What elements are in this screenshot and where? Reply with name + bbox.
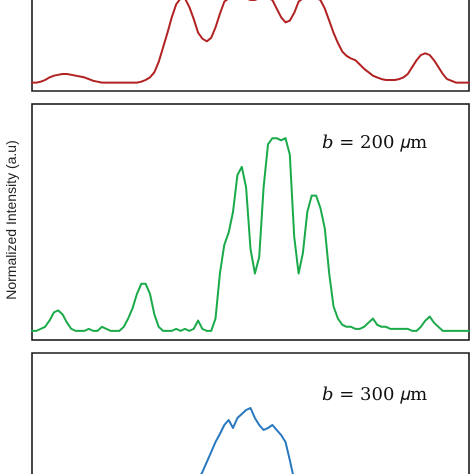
panel-bottom: 𝑏 = 300 𝜇m bbox=[31, 352, 470, 474]
series-line-middle bbox=[31, 137, 470, 332]
panel-top-frame bbox=[31, 0, 470, 92]
panel-bottom-annotation: 𝑏 = 300 𝜇m bbox=[322, 384, 427, 405]
panel-top bbox=[31, 0, 470, 92]
panel-middle-annotation: 𝑏 = 200 𝜇m bbox=[322, 132, 427, 153]
series-line-bottom bbox=[200, 407, 294, 474]
panel-middle-frame bbox=[31, 103, 470, 341]
series-line-top bbox=[31, 0, 470, 84]
y-axis-label: Normalized Intensity (a.u) bbox=[3, 140, 19, 300]
panel-bottom-frame bbox=[31, 352, 470, 474]
panel-middle: 𝑏 = 200 𝜇m bbox=[31, 103, 470, 341]
